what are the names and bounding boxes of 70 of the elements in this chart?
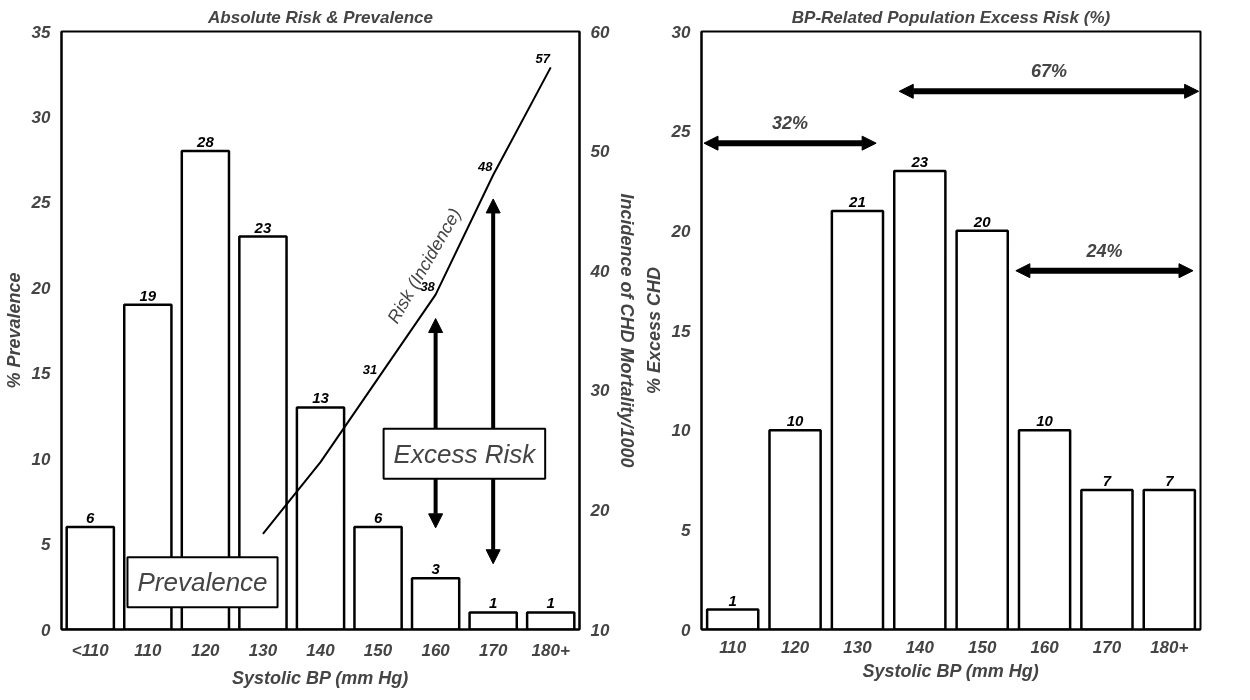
data-label: 1 — [489, 594, 498, 612]
annotation: 24% — [1085, 240, 1123, 261]
data-label: 23 — [253, 218, 272, 236]
y-tick-label: 30 — [31, 107, 52, 127]
x-tick-label: 160 — [1030, 637, 1060, 657]
data-label: 1 — [728, 591, 737, 609]
x-tick-label: 140 — [905, 637, 935, 657]
data-label: 10 — [1036, 412, 1054, 430]
y2-tick-label: 40 — [589, 261, 610, 281]
x-axis-title: Systolic BP (mm Hg) — [862, 660, 1039, 681]
x-tick-label: 110 — [134, 640, 162, 660]
y2-tick-label: 20 — [589, 500, 610, 520]
y-axis-title: % Excess CHD — [643, 266, 664, 395]
y-tick-label: 0 — [681, 620, 692, 640]
annotation: Prevalence — [137, 567, 268, 598]
y2-axis-title: Incidence of CHD Mortality/1000 — [617, 193, 638, 468]
data-label: 19 — [139, 286, 157, 304]
data-label: 3 — [431, 560, 441, 578]
y-tick-label: 35 — [31, 22, 52, 42]
y-tick-label: 20 — [30, 278, 52, 298]
data-label: 31 — [362, 362, 378, 378]
y-tick-label: 5 — [41, 535, 52, 555]
y2-tick-label: 30 — [590, 381, 610, 401]
x-tick-label: 150 — [968, 637, 997, 657]
x-tick-label: 120 — [780, 637, 810, 657]
x-tick-label: 140 — [306, 640, 336, 660]
y-tick-label: 5 — [681, 520, 692, 540]
y-tick-label: 20 — [670, 221, 692, 241]
x-tick-label: 150 — [363, 640, 393, 660]
x-tick-label: 170 — [478, 640, 508, 660]
data-label: 10 — [786, 412, 805, 430]
data-label: 1 — [546, 594, 555, 612]
annotation: 67% — [1030, 61, 1067, 82]
data-label: 20 — [972, 212, 992, 230]
y-tick-label: 10 — [671, 421, 692, 441]
data-label: 28 — [196, 133, 215, 151]
x-tick-label: 130 — [248, 640, 278, 660]
data-label: 6 — [86, 508, 96, 526]
data-label: 48 — [476, 159, 494, 175]
data-label: 7 — [1165, 471, 1175, 489]
y-axis-title: % Prevalence — [3, 272, 24, 389]
x-tick-label: 130 — [843, 637, 873, 657]
annotation: Excess Risk — [393, 438, 538, 469]
data-label: 13 — [312, 389, 330, 407]
x-tick-label: 110 — [719, 637, 747, 657]
x-tick-label: 120 — [191, 640, 221, 660]
annotation: 32% — [772, 113, 809, 134]
x-axis-title: Systolic BP (mm Hg) — [231, 667, 409, 688]
y-tick-label: 15 — [671, 321, 692, 341]
chart-title: Absolute Risk & Prevalence — [207, 7, 433, 27]
y-tick-label: 15 — [31, 364, 52, 384]
x-tick-label: 160 — [421, 640, 451, 660]
data-label: 23 — [910, 153, 929, 171]
y-tick-label: 0 — [41, 620, 52, 640]
y2-tick-label: 10 — [590, 620, 610, 640]
y-tick-label: 10 — [31, 449, 52, 469]
y-tick-label: 30 — [671, 22, 692, 42]
y-tick-label: 25 — [30, 193, 52, 213]
y2-tick-label: 50 — [590, 142, 610, 162]
data-label: 57 — [535, 51, 551, 67]
x-tick-label: <110 — [71, 640, 110, 660]
x-tick-label: 170 — [1092, 637, 1122, 657]
data-label: 6 — [373, 508, 383, 526]
chart-title: BP-Related Population Excess Risk (%) — [791, 7, 1111, 27]
x-tick-label: 180+ — [1150, 637, 1189, 657]
data-label: 21 — [848, 192, 866, 210]
data-label: 7 — [1102, 471, 1112, 489]
x-tick-label: 180+ — [531, 640, 570, 660]
y-tick-label: 25 — [670, 122, 692, 142]
y2-tick-label: 60 — [590, 22, 610, 42]
